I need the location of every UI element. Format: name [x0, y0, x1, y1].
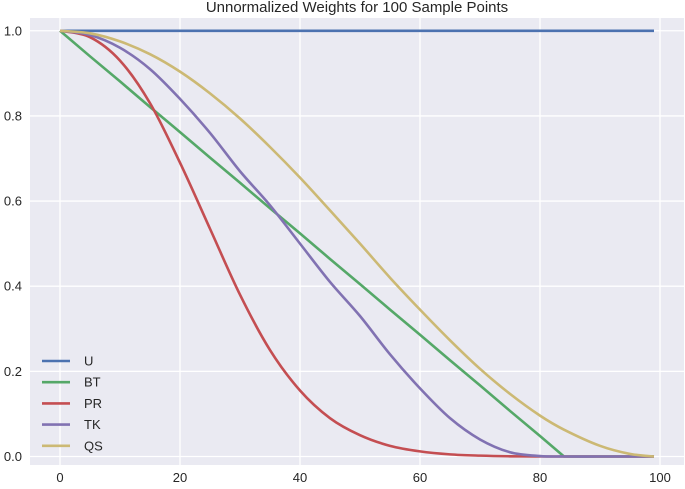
x-tick-label: 0 [56, 470, 63, 485]
series-lines [59, 29, 655, 458]
x-tick-label: 80 [533, 470, 547, 485]
legend-label-bt: BT [84, 375, 101, 390]
chart-title: Unnormalized Weights for 100 Sample Poin… [206, 0, 508, 16]
x-tick-label: 20 [173, 470, 187, 485]
y-tick-label: 0.6 [4, 194, 22, 209]
y-tick-label: 1.0 [4, 23, 22, 38]
legend: U BT PR TK QS [42, 354, 103, 453]
y-tick-label: 0.4 [4, 279, 22, 294]
legend-label-qs: QS [84, 438, 103, 453]
y-tick-labels: 0.0 0.2 0.4 0.6 0.8 1.0 [4, 23, 22, 464]
x-tick-label: 60 [413, 470, 427, 485]
series-line-bt [59, 29, 654, 458]
y-tick-label: 0.0 [4, 449, 22, 464]
y-tick-label: 0.2 [4, 364, 22, 379]
x-tick-labels: 0 20 40 60 80 100 [56, 470, 670, 485]
series-line-tk [59, 29, 654, 458]
legend-label-u: U [84, 354, 93, 369]
series-line-qs [59, 29, 655, 458]
legend-label-pr: PR [84, 396, 102, 411]
x-tick-label: 40 [293, 470, 307, 485]
legend-label-tk: TK [84, 417, 101, 432]
y-tick-label: 0.8 [4, 108, 22, 123]
x-tick-label: 100 [649, 470, 671, 485]
grid-lines [30, 18, 684, 465]
